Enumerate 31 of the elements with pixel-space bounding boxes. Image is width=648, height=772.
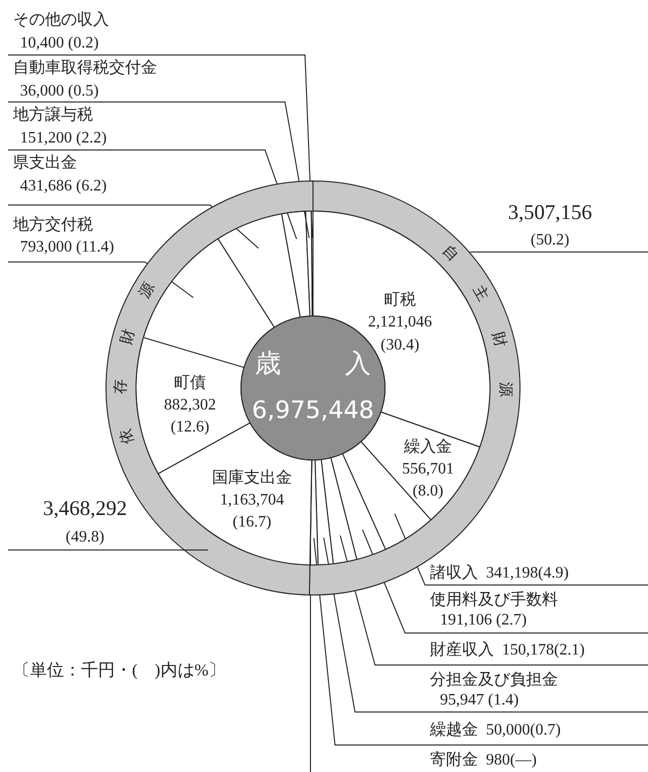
slice-label: その他の収入 [13,10,109,28]
slice-label: 分担金及び負担金 [430,672,558,688]
data-label: 36,000 (0.5) [20,82,99,100]
data-label: 10,400 (0.2) [20,34,99,52]
data-label: 3,468,292 (49.8) [43,496,127,546]
chart-title: 歳入 [255,348,371,378]
data-label: 1,163,704 (16.7) [220,492,284,530]
data-label: 882,302 (12.6) [164,396,216,436]
data-label: 191,106 (2.7) [440,612,527,628]
data-label: 2,121,046 (30.4) [368,314,432,354]
slice-label: 諸収入 341,198(4.9) [430,564,569,582]
data-label: 793,000 (11.4) [20,238,114,256]
slice-label: 国庫支出金 [212,468,292,486]
slice-label: 自動車取得税交付金 [13,58,157,76]
slice-label: 財産収入 150,178(2.1) [430,640,585,658]
data-label: 556,701 (8.0) [402,460,454,500]
slice-label: 地方交付税 [12,216,93,234]
data-label: 431,686 (6.2) [20,178,107,194]
category-label: 依存財源 [112,280,158,446]
slice-label: 寄附金 980(—) [430,750,537,768]
slice-label: 使用料及び手数料 [430,590,558,608]
text: 〔単位：千円・( )内は%〕 [13,660,226,680]
data-label: 151,200 (2.2) [20,130,107,146]
text: 6,975,448 [252,396,374,424]
slice-label: 町債 [174,374,206,392]
slice-label: 町税 [384,290,416,308]
slice-label: 地方譲与税 [12,106,93,124]
slice-label: 県支出金 [13,154,77,172]
slice-label: 繰越金 50,000(0.7) [429,720,561,738]
slice-label: 繰入金 [403,438,452,456]
data-label: 95,947 (1.4) [440,692,519,708]
